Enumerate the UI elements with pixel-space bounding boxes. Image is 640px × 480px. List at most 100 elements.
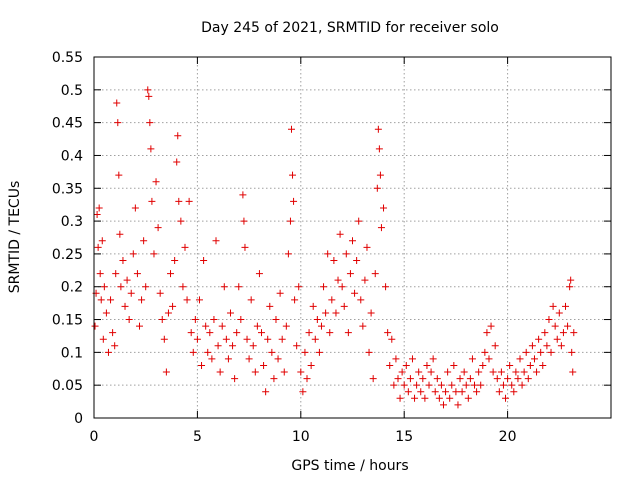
data-point <box>423 361 431 369</box>
data-point <box>392 355 400 363</box>
data-point <box>313 316 321 324</box>
data-point <box>497 368 505 376</box>
data-point <box>450 361 458 369</box>
data-point <box>282 322 290 330</box>
data-point <box>336 230 344 238</box>
data-point <box>458 388 466 396</box>
data-point <box>264 335 272 343</box>
data-point <box>421 394 429 402</box>
data-point <box>377 224 385 232</box>
data-point <box>289 171 297 179</box>
data-point <box>359 322 367 330</box>
data-point <box>303 375 311 383</box>
data-point <box>460 368 468 376</box>
data-point <box>349 237 356 245</box>
data-point <box>466 375 474 383</box>
data-point <box>386 361 394 369</box>
data-point <box>309 302 317 310</box>
data-point <box>357 296 365 304</box>
data-point <box>382 283 390 291</box>
data-point <box>156 289 164 297</box>
data-point <box>212 237 220 245</box>
data-point <box>351 289 359 297</box>
data-point <box>508 381 516 389</box>
data-point <box>454 401 462 409</box>
chart-title: Day 245 of 2021, SRMTID for receiver sol… <box>201 20 499 36</box>
data-point <box>260 361 268 369</box>
data-point <box>415 368 423 376</box>
data-point <box>266 302 274 310</box>
data-point <box>183 296 191 304</box>
data-point <box>398 368 406 376</box>
data-point <box>241 243 249 251</box>
data-point <box>116 230 124 238</box>
data-point <box>127 289 135 297</box>
data-point <box>475 368 483 376</box>
data-point <box>363 243 371 251</box>
data-point <box>431 388 439 396</box>
y-tick-label: 0.4 <box>61 148 83 164</box>
data-point <box>171 256 179 264</box>
data-point <box>495 388 503 396</box>
data-point <box>491 342 499 350</box>
data-point <box>485 355 493 363</box>
data-point <box>274 355 282 363</box>
y-tick-label: 0.55 <box>52 50 83 66</box>
x-tick-label: 0 <box>90 429 99 445</box>
y-tick-label: 0.5 <box>61 83 83 99</box>
data-point <box>102 309 110 317</box>
data-point <box>239 191 247 199</box>
x-tick-label: 15 <box>395 429 413 445</box>
data-point <box>394 375 402 383</box>
data-point <box>361 276 369 284</box>
data-point <box>140 237 148 245</box>
data-point <box>533 368 541 376</box>
data-point <box>384 329 392 337</box>
data-point <box>433 375 441 383</box>
data-point <box>189 348 197 356</box>
data-point <box>559 329 567 337</box>
data-point <box>208 355 216 363</box>
data-point <box>117 283 125 291</box>
data-point <box>119 256 127 264</box>
data-point <box>104 348 112 356</box>
data-point <box>98 237 106 245</box>
data-point <box>280 368 288 376</box>
data-point <box>185 197 193 205</box>
data-point <box>231 375 239 383</box>
data-point <box>539 361 547 369</box>
data-point <box>402 361 410 369</box>
data-point <box>144 86 152 94</box>
data-point <box>530 355 538 363</box>
data-point <box>222 335 230 343</box>
data-point <box>411 394 419 402</box>
data-point <box>287 125 295 133</box>
data-point <box>272 316 280 324</box>
data-point <box>216 368 224 376</box>
data-point <box>326 329 334 337</box>
data-point <box>342 250 350 258</box>
data-point <box>562 302 570 310</box>
data-point <box>245 355 253 363</box>
data-point <box>518 381 526 389</box>
data-point <box>464 394 472 402</box>
data-point <box>537 348 545 356</box>
data-point <box>229 342 237 350</box>
data-point <box>162 368 170 376</box>
data-point <box>564 322 572 330</box>
data-point <box>471 381 479 389</box>
data-point <box>181 243 189 251</box>
data-point <box>97 296 105 304</box>
data-point <box>477 381 485 389</box>
data-point <box>204 348 212 356</box>
data-point <box>307 361 315 369</box>
data-point <box>506 361 514 369</box>
data-point <box>249 342 257 350</box>
data-point <box>284 250 292 258</box>
x-tick-label: 5 <box>193 429 202 445</box>
data-point <box>311 335 319 343</box>
data-point <box>210 316 218 324</box>
data-point <box>408 355 416 363</box>
data-point <box>528 342 536 350</box>
data-point <box>253 322 261 330</box>
